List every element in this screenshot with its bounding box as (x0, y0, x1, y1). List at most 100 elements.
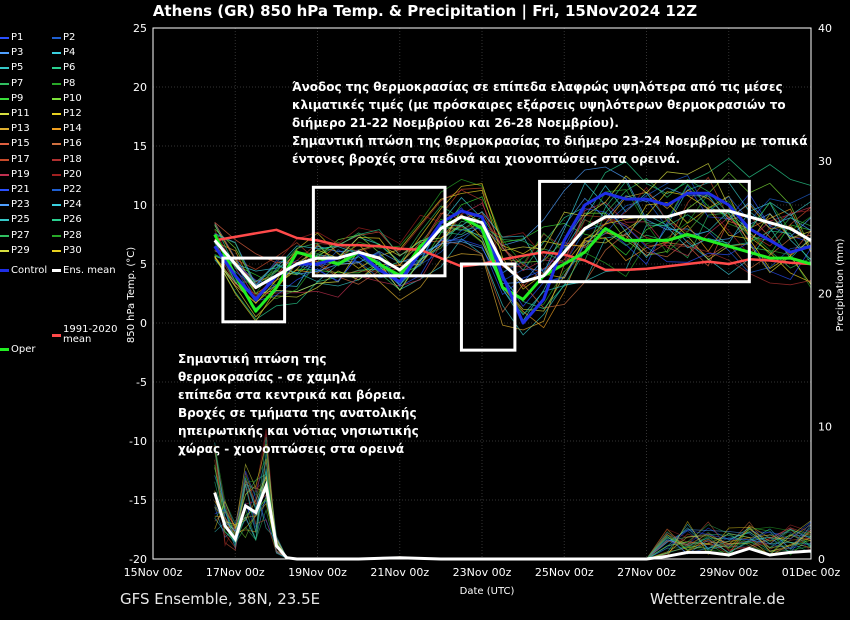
plot-frame (152, 27, 812, 560)
y-tick-label-0: -20 (129, 553, 147, 566)
y2-tick-label-3: 30 (818, 155, 832, 168)
y-tick-label-6: 10 (133, 199, 147, 212)
legend-item: P16 (52, 138, 82, 151)
legend-label: P9 (11, 92, 24, 104)
legend-swatch (52, 143, 61, 146)
legend-swatch (52, 219, 61, 222)
legend-item: P4 (52, 47, 75, 60)
legend-item: P18 (52, 154, 82, 167)
legend-item: P14 (52, 123, 82, 136)
annotation-line: Βροχές σε τμήματα της ανατολικής (178, 406, 417, 420)
legend-item: Oper (0, 344, 35, 357)
legend-swatch (0, 158, 9, 161)
legend-label: P24 (63, 199, 82, 211)
legend-label: P30 (63, 244, 82, 256)
highlight-box-2 (311, 185, 447, 278)
legend-swatch (52, 67, 61, 70)
legend-label: P19 (11, 168, 30, 180)
precip-member-24 (214, 471, 812, 560)
annotation-line: θερμοκρασίας - σε χαμηλά (178, 370, 357, 384)
legend-swatch (52, 128, 61, 131)
legend-item: P6 (52, 62, 75, 75)
legend-label: P12 (63, 108, 82, 119)
legend-swatch (0, 128, 9, 131)
x-tick-label-5: 25Nov 00z (535, 566, 594, 579)
annotation-line: κλιματικές τιμές (με πρόσκαιρες εξάρσεις… (292, 98, 786, 112)
legend-item: P17 (0, 154, 30, 167)
precip-member-3 (214, 494, 812, 560)
y-tick-label-8: 20 (133, 81, 147, 94)
ensemble-members (214, 157, 812, 336)
y-tick-label-5: 5 (140, 258, 147, 271)
legend-item: P23 (0, 199, 30, 212)
y2-tick-label-0: 0 (818, 553, 825, 566)
legend-label: P4 (63, 47, 76, 59)
legend-label: P29 (11, 244, 30, 256)
y2-tick-label-1: 10 (818, 420, 832, 433)
legend-label: P26 (63, 214, 82, 226)
highlight-box-1 (221, 256, 287, 324)
legend-swatch (0, 189, 9, 191)
legend-swatch (0, 52, 9, 55)
annotation-top: Άνοδος της θερμοκρασίας σε επίπεδα ελαφρ… (292, 78, 808, 168)
legend-swatch (0, 82, 9, 85)
x-tick-label-8: 01Dec 00z (782, 566, 841, 579)
legend-item: P27 (0, 230, 30, 243)
chart-title: Athens (GR) 850 hPa Temp. & Precipitatio… (152, 2, 698, 20)
legend-label: P23 (11, 199, 30, 211)
legend-label: P11 (11, 108, 30, 119)
legend-swatch (52, 234, 61, 237)
legend: P1 P2 P3 P4 P5 P6 P7 P8 P9 P10 P11 P12 P13 P14 P15 P16 P… (0, 32, 130, 354)
legend-label: P7 (11, 77, 24, 89)
y-tick-label-1: -15 (129, 494, 147, 507)
footer-model: GFS Ensemble, 38N, 23.5E (120, 590, 321, 608)
annotation-line: διήμερο 21-22 Νοεμβρίου και 26-28 Νοεμβρ… (292, 116, 619, 130)
legend-label: 1991-2020 mean (63, 324, 118, 346)
legend-label: P22 (63, 184, 82, 195)
legend-label: Control (11, 264, 48, 276)
legend-swatch (0, 204, 9, 207)
legend-swatch (0, 249, 9, 252)
annotation-line: Άνοδος της θερμοκρασίας σε επίπεδα ελαφρ… (292, 80, 783, 94)
y-tick-label-9: 25 (133, 22, 147, 35)
legend-swatch (0, 97, 9, 100)
legend-label: P25 (11, 214, 30, 226)
legend-item: P30 (52, 245, 82, 258)
x-tick-label-2: 19Nov 00z (288, 566, 347, 579)
legend-item: P13 (0, 123, 30, 136)
legend-item: P19 (0, 169, 30, 182)
member-line-10 (214, 171, 812, 286)
y2-tick-label-4: 40 (818, 22, 832, 35)
legend-label: P5 (11, 62, 24, 74)
x-tick-label-1: 17Nov 00z (206, 566, 265, 579)
precip-member-21 (214, 470, 812, 560)
legend-swatch (52, 97, 61, 100)
legend-swatch (0, 234, 9, 237)
legend-item: Ens. mean (52, 265, 116, 278)
y-tick-label-3: -5 (136, 376, 147, 389)
legend-item: P26 (52, 214, 82, 227)
legend-label: P16 (63, 138, 82, 150)
legend-item: P21 (0, 184, 30, 197)
legend-swatch (0, 348, 9, 352)
legend-label: P15 (11, 138, 30, 150)
legend-label: P10 (63, 92, 82, 104)
annotation-line: έντονες βροχές στα πεδινά και χιονοπτώσε… (292, 152, 681, 166)
legend-item: P15 (0, 138, 30, 151)
legend-swatch (0, 113, 9, 115)
x-tick-label-3: 21Nov 00z (370, 566, 429, 579)
highlight-box-4 (538, 179, 751, 284)
highlight-boxes (221, 179, 751, 352)
legend-swatch (52, 82, 61, 85)
legend-label: P6 (63, 62, 76, 74)
legend-label: P21 (11, 184, 30, 195)
legend-item: P1 (0, 32, 23, 45)
legend-swatch (52, 189, 61, 191)
legend-item: P10 (52, 93, 82, 106)
legend-label: P3 (11, 47, 24, 59)
legend-swatch (0, 67, 9, 70)
y-tick-label-7: 15 (133, 140, 147, 153)
member-line-29 (214, 162, 812, 318)
annotation-left: Σημαντική πτώση της θερμοκρασίας - σε χαμ… (178, 350, 419, 458)
